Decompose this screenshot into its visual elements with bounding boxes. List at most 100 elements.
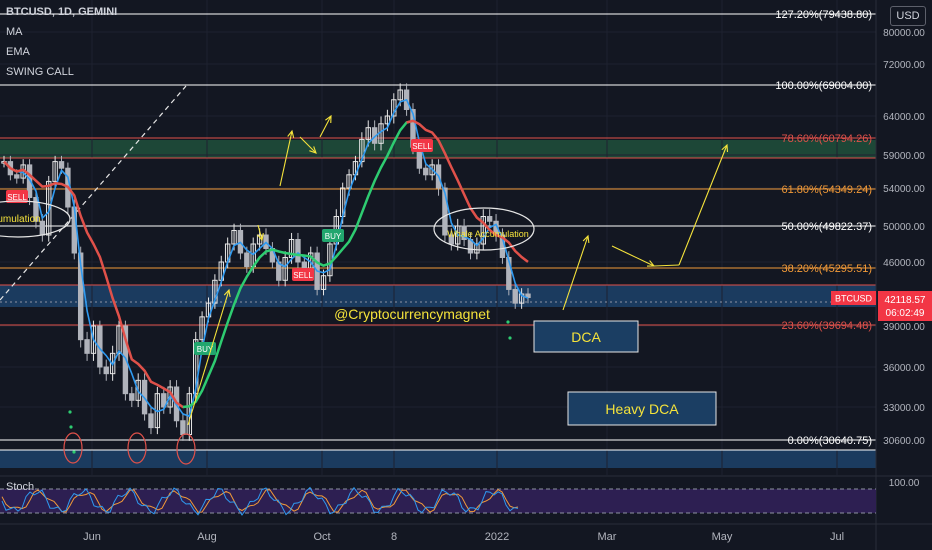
candle-body [448, 234, 455, 245]
y-tick-label: 46000.00 [883, 258, 925, 269]
arrow-line [678, 144, 728, 266]
heavy-dca-box [567, 391, 717, 426]
accumulation-label-left: ccumulation [0, 214, 41, 225]
candle-body [180, 420, 186, 435]
candle-body [193, 339, 199, 395]
signal-label: SELL [412, 142, 432, 151]
y-tick-label: 36000.00 [883, 363, 925, 374]
candle-body [161, 393, 167, 408]
arrow-connector [653, 264, 680, 267]
candle-body [231, 230, 237, 245]
fib-label: 61.80%(54349.24) [781, 184, 872, 196]
candle-body [33, 197, 39, 222]
candle-body [506, 257, 512, 290]
candle-body [148, 413, 154, 429]
stoch-level-label: 100.00 [889, 478, 920, 489]
candle-body [320, 275, 327, 290]
signal-dot [69, 425, 73, 429]
signal-badge [292, 268, 314, 281]
indicator-swing-call[interactable]: SWING CALL [6, 66, 74, 78]
x-tick-label: Aug [197, 531, 217, 543]
price-axis-panel [876, 0, 932, 476]
arrow-head [309, 146, 317, 154]
y-tick-label: 59000.00 [883, 151, 925, 162]
fib-label: 0.00%(30640.75) [788, 435, 872, 447]
signal-dot [508, 336, 512, 340]
arrow-head [257, 233, 264, 242]
signal-badge [411, 139, 433, 152]
signal-badge [322, 229, 344, 242]
arrow-head [287, 129, 295, 138]
y-tick-label: 80000.00 [883, 28, 925, 39]
y-tick-label: 72000.00 [883, 60, 925, 71]
candle-body [26, 164, 33, 198]
fib-label: 100.00%(69004.00) [775, 80, 872, 92]
signal-label: BUY [325, 232, 342, 241]
y-tick-label: 50000.00 [883, 222, 925, 233]
candle-body [282, 257, 288, 281]
arrow-line [319, 115, 332, 138]
candle-body [244, 252, 250, 268]
whale-accumulation-ellipse [433, 207, 535, 251]
y-tick-label: 54000.00 [883, 184, 925, 195]
price-tag-countdown: 06:02:49 [886, 308, 925, 319]
candle-body [199, 316, 205, 341]
currency-button[interactable]: USD [890, 6, 926, 26]
arrow-head [223, 288, 231, 298]
dca-box [533, 320, 639, 353]
candle-body [480, 216, 486, 245]
arrow-line [562, 235, 589, 311]
candle-body [365, 127, 371, 140]
candle-body [109, 352, 116, 375]
bottom-ellipse [127, 432, 147, 464]
whale-accumulation-label: Whale Accumulation [447, 229, 529, 239]
x-tick-label: 2022 [485, 531, 509, 543]
fib-label: 78.60%(60794.26) [781, 133, 872, 145]
arrow-head [582, 234, 590, 244]
fib-label: 50.00%(49822.37) [781, 221, 872, 233]
price-tag-value: 42118.57 [885, 295, 926, 306]
signal-label: BUY [197, 345, 214, 354]
stoch-d-line [1, 488, 519, 513]
candle-body [429, 164, 435, 176]
y-tick-label: 64000.00 [883, 112, 925, 123]
candle-body [129, 393, 135, 401]
arrow-head [325, 114, 332, 124]
arrow-head [721, 143, 729, 153]
accumulation-ellipse-left [0, 200, 71, 238]
candle-body [486, 216, 493, 222]
ma-slow-green-line [182, 119, 414, 409]
y-tick-label: 33000.00 [883, 403, 925, 414]
candle-body [39, 220, 46, 236]
arrow-line [611, 245, 655, 267]
candle-body [52, 161, 58, 182]
price-tag [878, 291, 932, 321]
chart-title: BTCUSD, 1D, GEMINI [6, 6, 118, 18]
arrow-line [299, 136, 317, 154]
signal-label: SELL [7, 193, 27, 202]
candle-body [116, 325, 122, 354]
x-tick-label: 8 [391, 531, 397, 543]
candle-body [84, 339, 90, 354]
indicator-ma[interactable]: MA [6, 26, 23, 38]
signal-dot [68, 410, 72, 414]
dca-label: DCA [571, 329, 601, 345]
ma-slow-red-line-2 [406, 119, 529, 263]
x-tick-label: Jun [83, 531, 101, 543]
candle-body [295, 239, 301, 263]
candle-body [384, 115, 391, 125]
support-band-blue [0, 285, 876, 307]
candle-body [512, 288, 518, 304]
indicator-ema[interactable]: EMA [6, 46, 30, 58]
bottom-ellipse [176, 433, 196, 465]
x-tick-label: May [712, 531, 733, 543]
candle-body [103, 366, 109, 375]
candle-body [135, 379, 141, 401]
stoch-band [0, 489, 876, 513]
support-band-blue-low [0, 450, 876, 468]
candle-body [442, 187, 448, 236]
candle-body [77, 252, 84, 341]
x-tick-label: Oct [313, 531, 330, 543]
candle-body [46, 180, 52, 236]
